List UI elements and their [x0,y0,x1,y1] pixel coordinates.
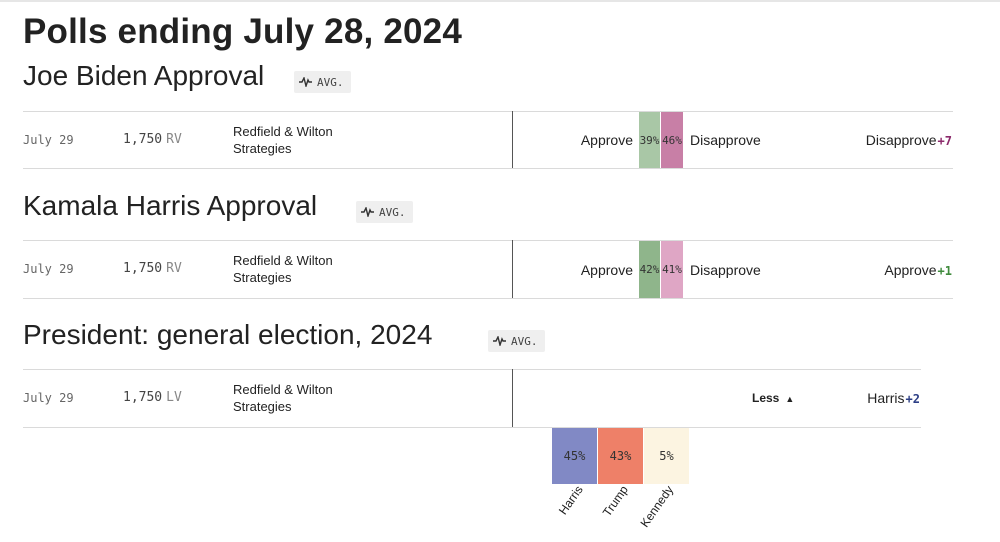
poll-sample: 1,750 LV [123,390,182,405]
net-result: Harris+2 [867,390,920,406]
poll-sample: 1,750 RV [123,132,182,147]
row-divider [23,298,953,299]
page-title: Polls ending July 28, 2024 [23,12,462,51]
section-title-general-election[interactable]: President: general election, 2024 [23,319,433,350]
pulse-icon [493,336,506,346]
candidate-label-trump: Trump [599,482,631,520]
candidate-label-kennedy: Kennedy [637,482,676,530]
disapprove-label: Disapprove [690,132,761,148]
disapprove-label: Disapprove [690,262,761,278]
sample-population: RV [166,261,182,276]
less-toggle-label: Less [752,391,780,405]
net-result: Disapprove+7 [866,132,952,148]
section-title-harris-approval[interactable]: Kamala Harris Approval [23,190,318,221]
row-divider [23,427,921,428]
sample-size: 1,750 [123,261,163,276]
row-divider [23,369,921,370]
center-divider [512,240,513,298]
disapprove-bar: 46% [661,112,683,168]
approve-bar: 42% [639,241,660,298]
net-result: Approve+1 [884,262,952,278]
sample-population: RV [166,132,182,147]
sample-size: 1,750 [123,390,163,405]
pollster-link[interactable]: Redfield & Wilton Strategies [233,382,333,414]
avg-badge-label: AVG. [317,75,344,89]
row-divider [23,240,953,241]
approve-label: Approve [580,262,633,278]
row-divider [23,111,953,112]
net-label: Disapprove [865,132,937,148]
row-divider [23,168,953,169]
net-value: +2 [905,392,920,406]
poll-date: July 29 [23,133,74,147]
candidate-bar-harris: 45% [552,428,597,484]
top-divider [0,0,1000,2]
approve-label: Approve [580,132,633,148]
avg-badge-label: AVG. [379,205,406,219]
poll-sample: 1,750 RV [123,261,182,276]
candidate-bar-trump: 43% [598,428,643,484]
pollster-link[interactable]: Redfield & Wilton Strategies [233,124,333,156]
center-divider [512,369,513,427]
pollster-link[interactable]: Redfield & Wilton Strategies [233,253,333,285]
net-label: Approve [884,262,937,278]
net-label: Harris [867,390,905,406]
avg-badge-biden[interactable]: AVG. [294,71,351,93]
avg-badge-harris[interactable]: AVG. [356,201,413,223]
pulse-icon [361,207,374,217]
approve-bar: 39% [639,112,660,168]
center-divider [512,111,513,168]
avg-badge-election[interactable]: AVG. [488,330,545,352]
sample-size: 1,750 [123,132,163,147]
avg-badge-label: AVG. [511,334,538,348]
caret-up-icon: ▲ [785,394,795,404]
less-toggle-button[interactable]: Less ▲ [752,391,794,405]
net-value: +7 [937,134,952,148]
section-title-biden-approval[interactable]: Joe Biden Approval [23,60,265,91]
net-value: +1 [937,264,952,278]
poll-date: July 29 [23,262,74,276]
candidate-bar-kennedy: 5% [644,428,689,484]
sample-population: LV [166,390,182,405]
poll-date: July 29 [23,391,74,405]
pulse-icon [299,77,312,87]
candidate-label-harris: Harris [555,482,586,518]
disapprove-bar: 41% [661,241,683,298]
